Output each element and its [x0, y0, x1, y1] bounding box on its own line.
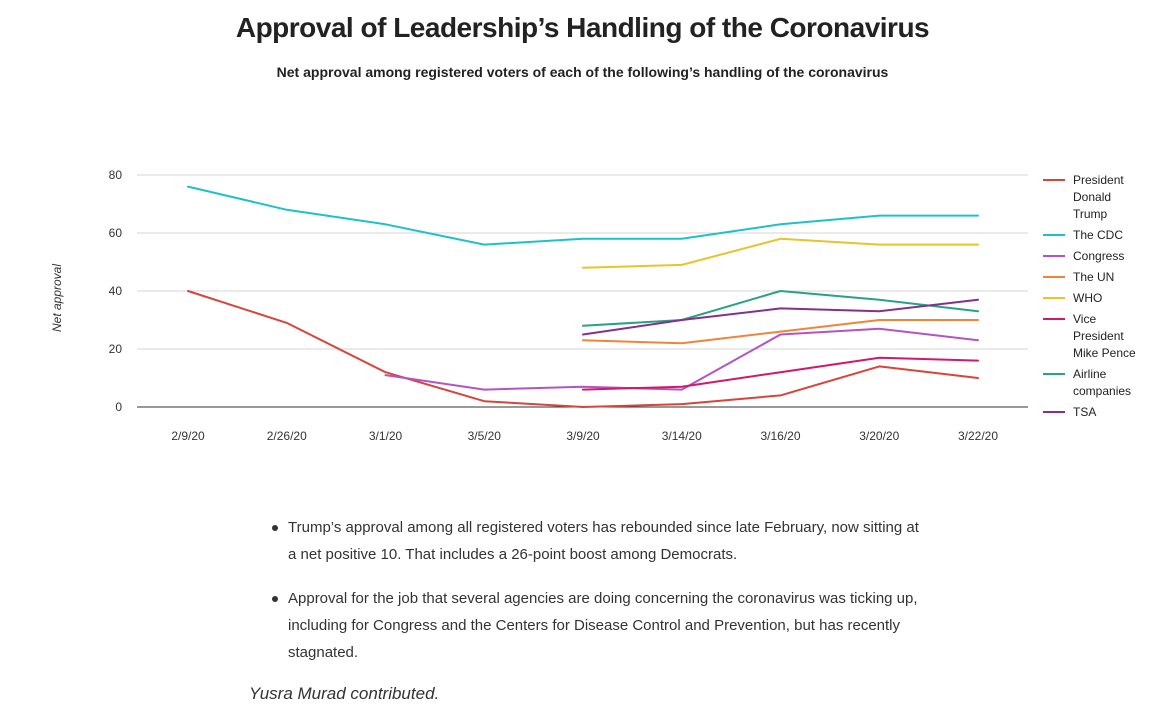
chart-title: Approval of Leadership’s Handling of the… — [235, 12, 930, 43]
x-tick-label: 3/22/20 — [958, 429, 998, 443]
x-tick-label: 2/26/20 — [267, 429, 307, 443]
y-axis-label: Net approval — [50, 264, 64, 332]
legend-item-the-un: The UN — [1043, 270, 1114, 284]
legend-item-airline-companies: Airline companies — [1043, 367, 1131, 398]
gridlines — [137, 174, 1028, 408]
x-tick-label: 3/5/20 — [468, 429, 502, 443]
series-line-president-donald-trump — [187, 290, 979, 408]
series-line-vice-president-mike-pence — [582, 356, 979, 391]
series-line-tsa — [582, 298, 979, 336]
legend-label: Congress — [1073, 249, 1124, 263]
legend-label: President — [1073, 173, 1124, 187]
chart-subtitle: Net approval among registered voters of … — [276, 64, 889, 80]
x-tick-label: 3/9/20 — [566, 429, 600, 443]
series-line-the-cdc — [187, 185, 979, 246]
y-tick-label: 60 — [109, 226, 123, 240]
x-tick-label: 3/1/20 — [369, 429, 403, 443]
legend-label: Airline — [1073, 367, 1107, 381]
takeaway-item: Trump’s approval among all registered vo… — [270, 514, 930, 568]
x-tick-label: 3/14/20 — [662, 429, 702, 443]
legend-item-who: WHO — [1043, 291, 1102, 305]
series-line-who — [582, 237, 979, 269]
legend-label: Mike Pence — [1073, 346, 1136, 360]
legend-label: Trump — [1073, 207, 1108, 221]
bullet-dot — [272, 596, 278, 602]
takeaway-text: Approval for the job that several agenci… — [288, 590, 918, 661]
legend-label: companies — [1073, 384, 1131, 398]
legend-label: The UN — [1073, 270, 1114, 284]
bullet-dot — [272, 525, 278, 531]
series-line-airline-companies — [582, 290, 979, 327]
legend-label: The CDC — [1073, 228, 1123, 242]
legend: President Donald Trump The CDC Congress The U… — [1043, 173, 1136, 419]
key-takeaways: Trump’s approval among all registered vo… — [270, 514, 930, 683]
x-tick-label: 3/20/20 — [859, 429, 899, 443]
legend-item-the-cdc: The CDC — [1043, 228, 1123, 242]
x-axis-ticks: 2/9/20 2/26/20 3/1/20 3/5/20 3/9/20 3/14/20 3/… — [171, 429, 998, 443]
takeaway-item: Approval for the job that several agenci… — [270, 585, 930, 666]
legend-item-president-donald-trump: President Donald Trump — [1043, 173, 1124, 221]
contributor-credit: Yusra Murad contributed. — [249, 684, 440, 703]
legend-item-vice-president-mike-pence: Vice President Mike Pence — [1043, 312, 1136, 360]
y-tick-label: 80 — [109, 168, 123, 182]
y-tick-label: 40 — [109, 284, 123, 298]
legend-label: WHO — [1073, 291, 1102, 305]
legend-label: Donald — [1073, 190, 1111, 204]
x-tick-label: 3/16/20 — [760, 429, 800, 443]
legend-item-congress: Congress — [1043, 249, 1124, 263]
series-line-congress — [384, 327, 979, 391]
series-line-the-un — [582, 319, 979, 345]
legend-label: President — [1073, 329, 1124, 343]
legend-item-tsa: TSA — [1043, 405, 1096, 419]
y-tick-label: 0 — [115, 400, 122, 414]
series-lines — [187, 185, 979, 408]
y-axis-ticks: 0 20 40 60 80 — [109, 168, 123, 414]
y-tick-label: 20 — [109, 342, 123, 356]
legend-label: TSA — [1073, 405, 1096, 419]
line-chart: 0 20 40 60 80 2/9/20 2/26/20 3/1/20 3/5/20 3/9/2… — [50, 168, 1136, 443]
x-tick-label: 2/9/20 — [171, 429, 205, 443]
legend-label: Vice — [1073, 312, 1096, 326]
takeaway-text: Trump’s approval among all registered vo… — [288, 519, 919, 563]
